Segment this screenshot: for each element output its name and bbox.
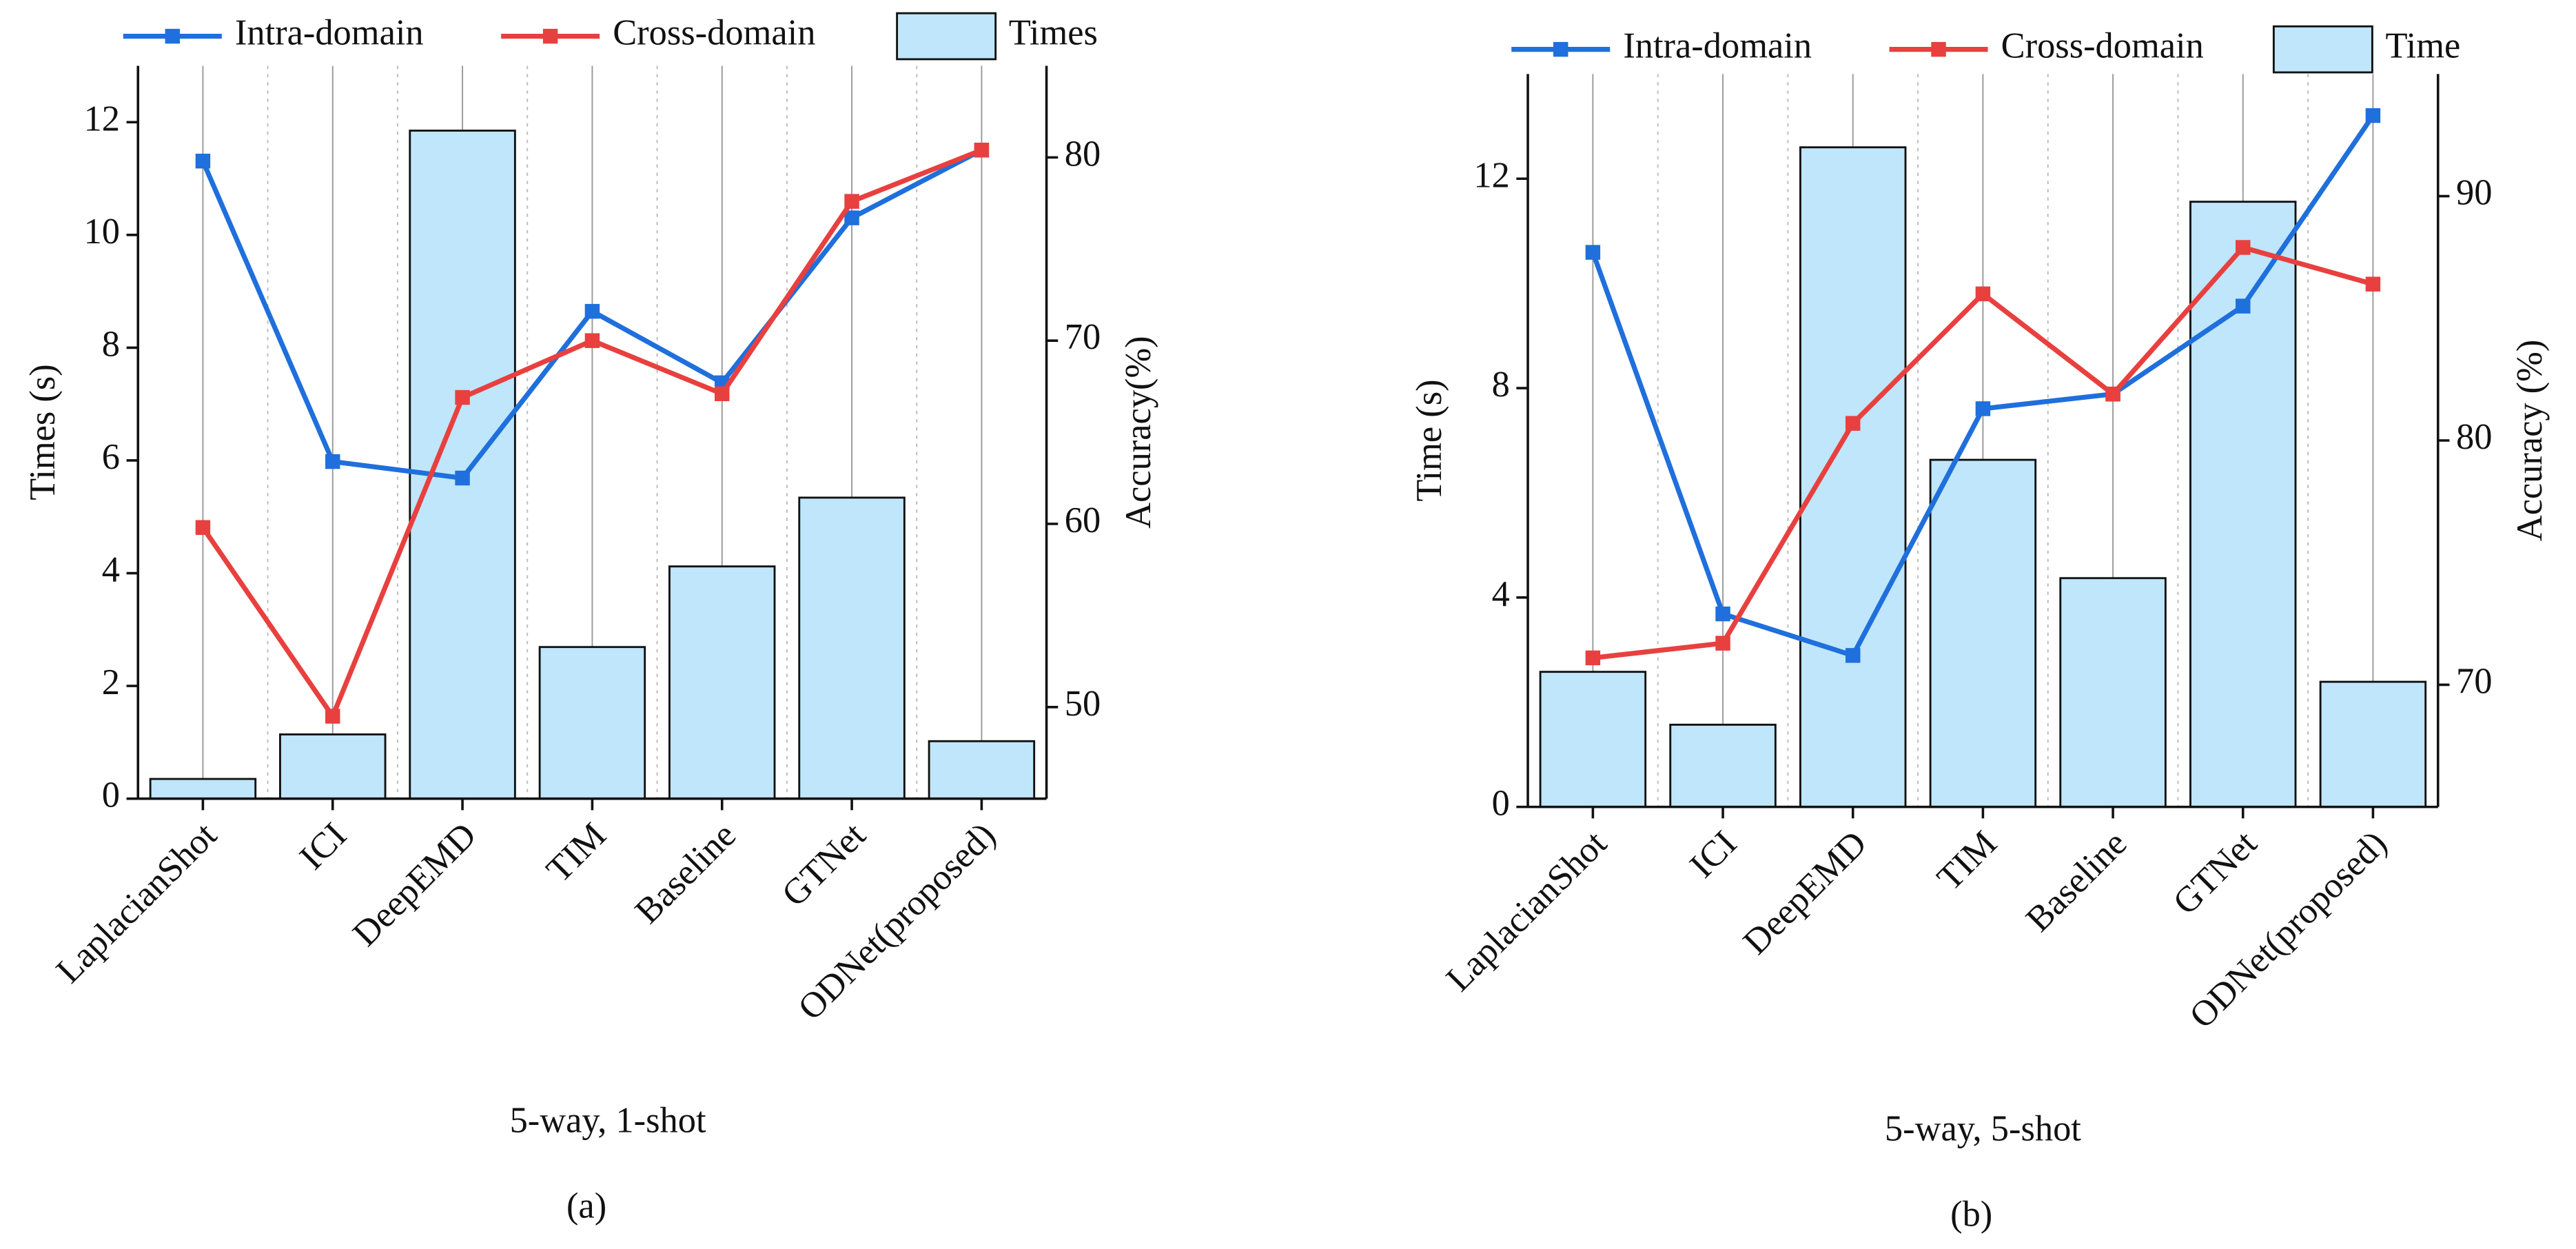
y-tick-label: 6 xyxy=(102,437,120,477)
x-tick-label: LaplacianShot xyxy=(1439,823,1615,999)
x-tick-label: GTNet xyxy=(2165,823,2265,922)
line-marker xyxy=(455,470,470,486)
y-tick-label: 0 xyxy=(102,775,120,815)
line-marker xyxy=(1585,245,1601,260)
y-tick-label: 2 xyxy=(102,662,120,702)
legend-swatch xyxy=(896,12,997,61)
caption: (b) xyxy=(1950,1195,1992,1235)
y2-tick-label: 80 xyxy=(1065,134,1101,174)
x-axis-title: 5-way, 5-shot xyxy=(1885,1109,2081,1149)
y-axis-title: Time (s) xyxy=(1409,379,1449,501)
line-marker xyxy=(844,210,859,225)
y-tick-label: 10 xyxy=(84,212,120,252)
line-marker xyxy=(2236,240,2251,255)
legend-label: Cross-domain xyxy=(2001,26,2204,66)
y2-tick-label: 70 xyxy=(1065,317,1101,357)
bar xyxy=(2059,577,2167,809)
line-marker xyxy=(325,454,340,469)
y2-axis-title: Accuracy(%) xyxy=(1118,336,1158,528)
y-tick-label: 4 xyxy=(102,550,120,590)
line-marker xyxy=(1715,606,1730,622)
legend-label: Time xyxy=(2385,26,2460,66)
caption: (a) xyxy=(566,1186,606,1226)
line-marker xyxy=(1975,401,1991,416)
y2-tick-label: 60 xyxy=(1065,500,1101,540)
bar xyxy=(1929,458,2037,809)
line-marker xyxy=(195,520,211,536)
line-marker xyxy=(584,333,600,348)
legend-marker xyxy=(542,28,558,44)
legend-label: Times xyxy=(1009,13,1098,53)
x-tick-label: Baseline xyxy=(627,815,744,931)
y-tick-label: 0 xyxy=(1492,784,1510,824)
line-marker xyxy=(1846,416,1861,431)
x-axis-title: 5-way, 1-shot xyxy=(510,1101,706,1141)
y2-tick-label: 70 xyxy=(2456,661,2492,701)
line-marker xyxy=(1975,286,1991,302)
legend-label: Intra-domain xyxy=(235,13,424,53)
bar xyxy=(1539,671,1647,809)
bar xyxy=(149,778,257,800)
y2-tick-label: 90 xyxy=(2456,173,2492,213)
line-marker xyxy=(325,709,340,724)
line-marker xyxy=(2105,386,2120,402)
x-tick-label: TIM xyxy=(1930,823,2005,898)
bar xyxy=(2319,680,2427,809)
bar xyxy=(668,565,776,800)
bar xyxy=(279,733,387,800)
legend-marker xyxy=(1931,41,1946,57)
line-marker xyxy=(974,143,990,158)
bar xyxy=(1799,146,1907,809)
y-axis-title: Times (s) xyxy=(23,364,63,500)
x-tick-label: LaplacianShot xyxy=(49,815,225,991)
legend-swatch xyxy=(2272,25,2373,74)
x-tick-label: Baseline xyxy=(2018,823,2135,940)
line-marker xyxy=(2365,108,2381,123)
y2-tick-label: 50 xyxy=(1065,684,1101,724)
y-tick-label: 8 xyxy=(1492,365,1510,405)
x-tick-label: TIM xyxy=(539,815,614,890)
line-marker xyxy=(455,389,470,405)
y2-axis-title: Accuracy (%) xyxy=(2510,340,2550,542)
bar xyxy=(538,646,646,800)
x-tick-label: GTNet xyxy=(774,815,873,914)
line-marker xyxy=(2236,298,2251,314)
legend-label: Intra-domain xyxy=(1623,26,1812,66)
bar xyxy=(1669,723,1777,809)
bar xyxy=(928,740,1036,800)
line-marker xyxy=(715,386,730,401)
line-marker xyxy=(2365,276,2381,292)
y-tick-label: 4 xyxy=(1492,574,1510,614)
line-marker xyxy=(1846,648,1861,663)
x-tick-label: ICI xyxy=(292,815,354,877)
x-tick-label: DeepEMD xyxy=(1735,823,1874,962)
legend-marker xyxy=(1553,41,1568,57)
y-tick-label: 12 xyxy=(84,99,120,139)
bar xyxy=(798,496,906,800)
line-marker xyxy=(1715,636,1730,651)
y2-tick-label: 80 xyxy=(2456,417,2492,457)
line-marker xyxy=(584,303,600,319)
y-tick-label: 8 xyxy=(102,324,120,364)
line-marker xyxy=(1585,650,1601,666)
bar xyxy=(409,130,516,800)
legend-marker xyxy=(165,28,181,44)
legend-label: Cross-domain xyxy=(613,13,815,53)
y-tick-label: 12 xyxy=(1473,155,1509,195)
x-tick-label: DeepEMD xyxy=(345,815,484,954)
x-tick-label: ICI xyxy=(1682,823,1744,885)
line-marker xyxy=(195,153,211,169)
line-marker xyxy=(844,194,859,209)
